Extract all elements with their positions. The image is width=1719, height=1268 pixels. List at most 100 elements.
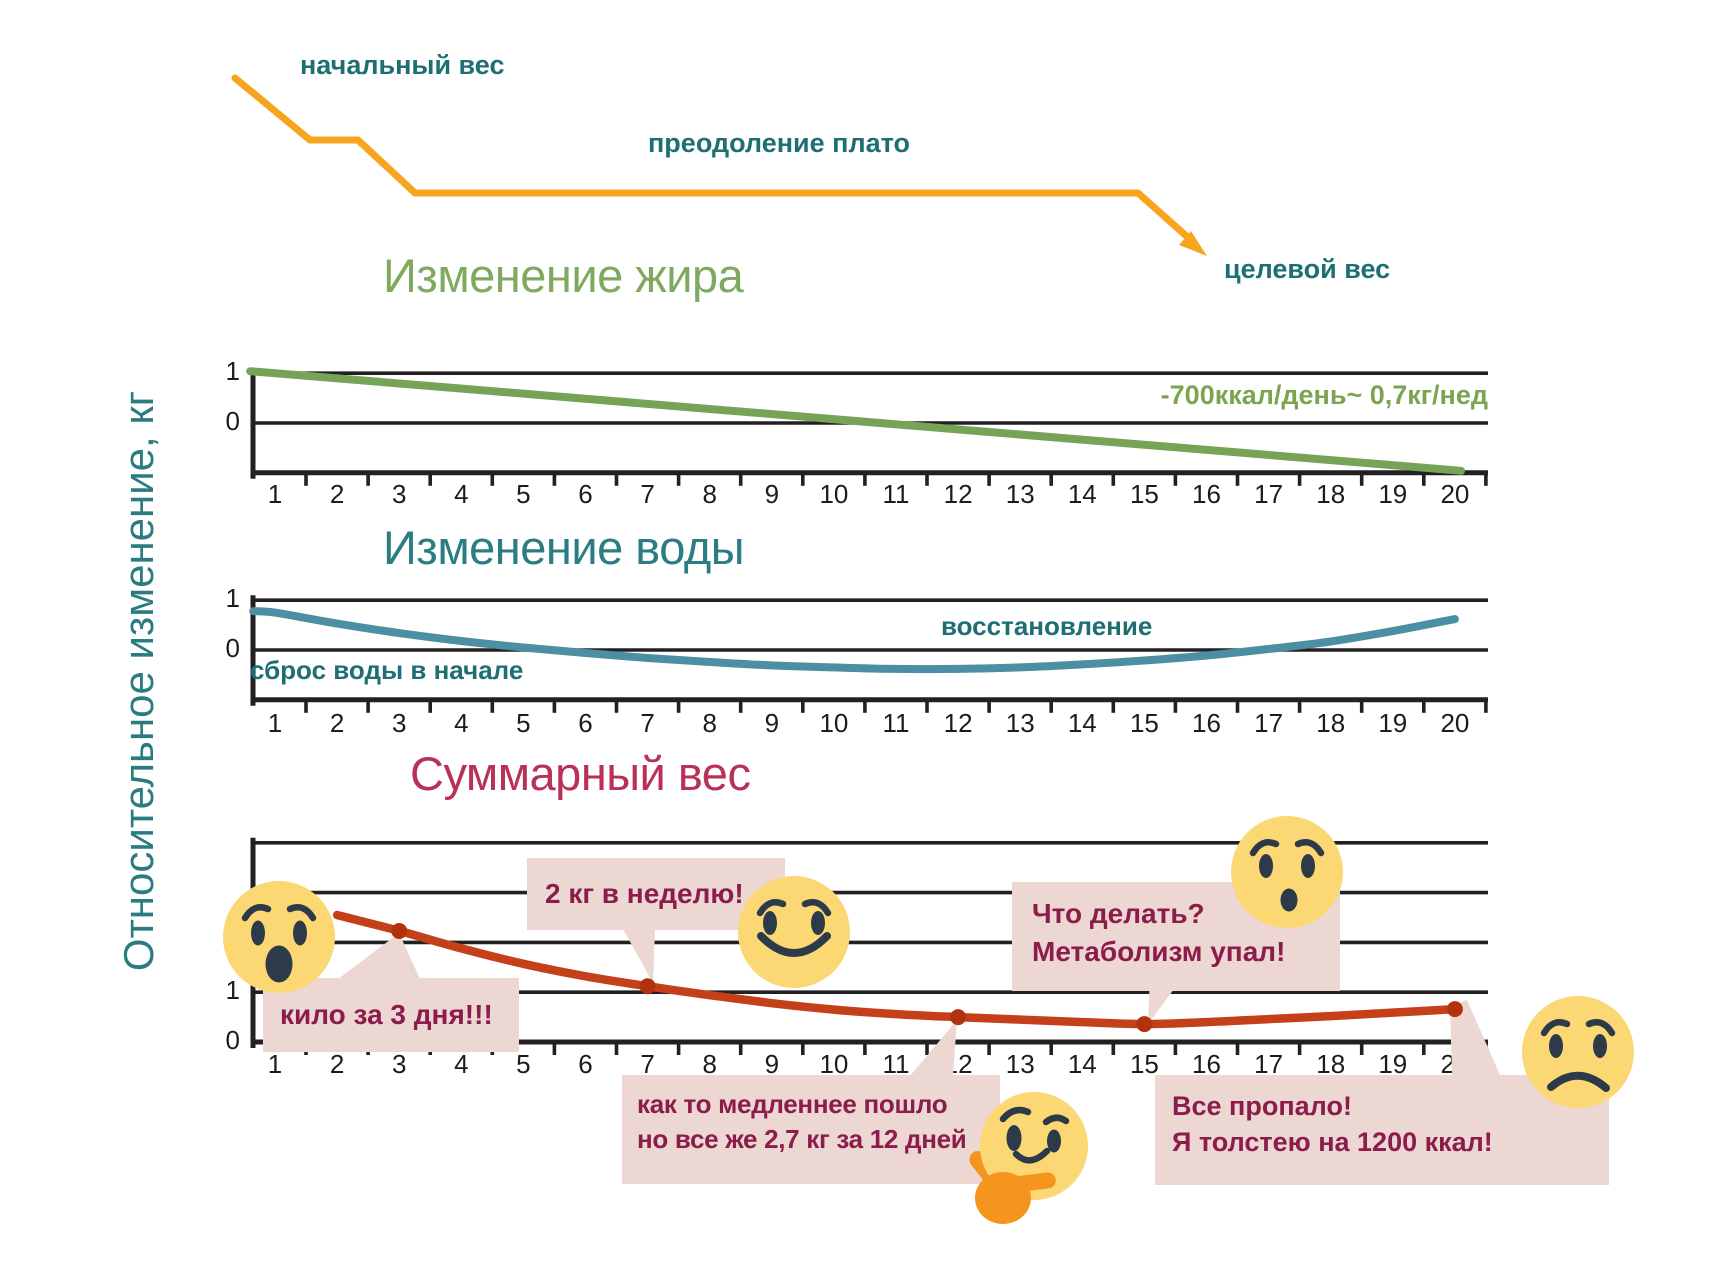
emoji-face-circle [1522, 996, 1634, 1108]
x-tick-label: 2 [330, 1049, 344, 1079]
x-tick-label: 4 [454, 708, 468, 738]
x-tick-label: 8 [702, 479, 716, 509]
y-tick-label: 1 [226, 356, 240, 386]
x-tick-label: 1 [268, 708, 282, 738]
x-tick-label: 3 [392, 479, 406, 509]
initial-weight-label: начальный вес [300, 50, 505, 80]
x-tick-label: 18 [1316, 479, 1345, 509]
x-tick-label: 9 [765, 479, 779, 509]
eyebrow-left [1249, 839, 1280, 857]
x-tick-label: 3 [392, 1049, 406, 1079]
water-drop-label: сброс воды в начале [250, 655, 524, 685]
x-tick-label: 5 [516, 479, 530, 509]
eyebrow-left [756, 899, 787, 917]
eyebrow-right [1585, 1019, 1616, 1037]
fat-change-curve [246, 367, 1466, 475]
worried-surprised-emoji [1231, 816, 1343, 928]
emoji-face-circle [738, 876, 850, 988]
y-tick-label: 1 [226, 583, 240, 613]
eye-left [1549, 1034, 1563, 1058]
plateau-label: преодоление плато [648, 128, 910, 158]
x-tick-label: 10 [819, 1049, 848, 1079]
x-tick-label: 16 [1192, 1049, 1221, 1079]
eye-left [251, 920, 265, 946]
emoji-face-circle [1231, 816, 1343, 928]
y-tick-label: 1 [226, 975, 240, 1005]
x-tick-label: 7 [640, 1049, 654, 1079]
target-weight-label: целевой вес [1224, 254, 1391, 284]
total-weight-curve [332, 910, 1460, 1029]
x-tick-label: 6 [578, 1049, 592, 1079]
x-tick-label: 6 [578, 479, 592, 509]
x-tick-label: 7 [640, 479, 654, 509]
bubble-text-line1: как то медленнее пошло [637, 1089, 948, 1119]
x-tick-label: 2 [330, 708, 344, 738]
bubble-text-line2: Я толстею на 1200 ккал! [1172, 1127, 1493, 1157]
mouth-small [1280, 888, 1298, 912]
water-recovery-label: восстановление [941, 611, 1153, 641]
eyebrow-right [1042, 1114, 1070, 1126]
eye-right [293, 920, 307, 946]
x-tick-label: 6 [578, 708, 592, 738]
data-point-dot [950, 1009, 967, 1026]
x-tick-label: 17 [1254, 479, 1283, 509]
pointer-metabolism [1148, 977, 1183, 1024]
x-tick-label: 14 [1068, 479, 1097, 509]
x-tick-label: 19 [1378, 708, 1407, 738]
x-tick-label: 7 [640, 708, 654, 738]
thinking-emoji [969, 1092, 1088, 1224]
eye-right [1047, 1129, 1061, 1153]
x-tick-label: 16 [1192, 479, 1221, 509]
pointer-slower [910, 1020, 957, 1076]
fat-change-panel: 101 2 3 4 5 6 7 8 9 10 11 12 13 14 15 16 17 18 19 20 [226, 356, 1488, 509]
x-tick-label: 11 [883, 708, 910, 738]
speech-bubble-all-lost: Все пропало! Я толстею на 1200 ккал! [1155, 1075, 1609, 1185]
finger-icon [982, 1172, 1056, 1196]
speech-bubble-slower: как то медленнее пошло но все же 2,7 кг … [622, 1075, 1000, 1184]
eyebrow-left [999, 1106, 1032, 1123]
x-tick-label: 3 [392, 708, 406, 738]
x-tick-label: 9 [765, 708, 779, 738]
data-point-dot [1446, 1001, 1463, 1018]
water-chart-title: Изменение воды [383, 521, 745, 574]
total-chart-title: Суммарный вес [410, 747, 751, 800]
x-tick-label: 5 [516, 1049, 530, 1079]
x-tick-label: 15 [1130, 1049, 1159, 1079]
x-tick-label: 16 [1192, 708, 1221, 738]
x-tick-label: 12 [944, 479, 973, 509]
pointer-all-lost [1450, 1000, 1500, 1075]
eye-left [1259, 854, 1273, 878]
x-tick-label: 17 [1254, 708, 1283, 738]
data-point-dot [639, 978, 656, 995]
bubble-text: кило за 3 дня!!! [280, 999, 493, 1030]
eye-left [1006, 1125, 1022, 1151]
eye-right [1593, 1034, 1607, 1058]
sad-emoji [1522, 996, 1634, 1108]
fat-chart-title: Изменение жира [383, 249, 744, 302]
mouth-open [265, 945, 293, 983]
x-tick-label: 1 [268, 1049, 282, 1079]
x-tick-label: 10 [819, 708, 848, 738]
mouth-thinking [1012, 1147, 1051, 1164]
x-tick-label: 20 [1440, 479, 1469, 509]
x-tick-label: 15 [1130, 479, 1159, 509]
water-change-curve [249, 607, 1459, 674]
x-tick-label: 19 [1378, 1049, 1407, 1079]
x-tick-label: 4 [454, 1049, 468, 1079]
x-tick-label: 9 [765, 1049, 779, 1079]
y-tick-label: 0 [226, 633, 240, 663]
x-tick-label: 19 [1378, 479, 1407, 509]
eyebrow-left [1540, 1019, 1571, 1037]
weight-trend-line [231, 74, 1196, 245]
x-tick-label: 20 [1440, 708, 1469, 738]
shocked-emoji [223, 881, 335, 993]
bubble-text: 2 кг в неделю! [545, 878, 744, 909]
x-tick-label: 13 [1006, 708, 1035, 738]
speech-bubble-2kg-week: 2 кг в неделю! [527, 858, 785, 930]
eye-left [763, 911, 777, 935]
eyebrow-right [801, 899, 832, 917]
bubble-text-line2: Метаболизм упал! [1032, 936, 1286, 967]
x-tick-label: 1 [268, 479, 282, 509]
